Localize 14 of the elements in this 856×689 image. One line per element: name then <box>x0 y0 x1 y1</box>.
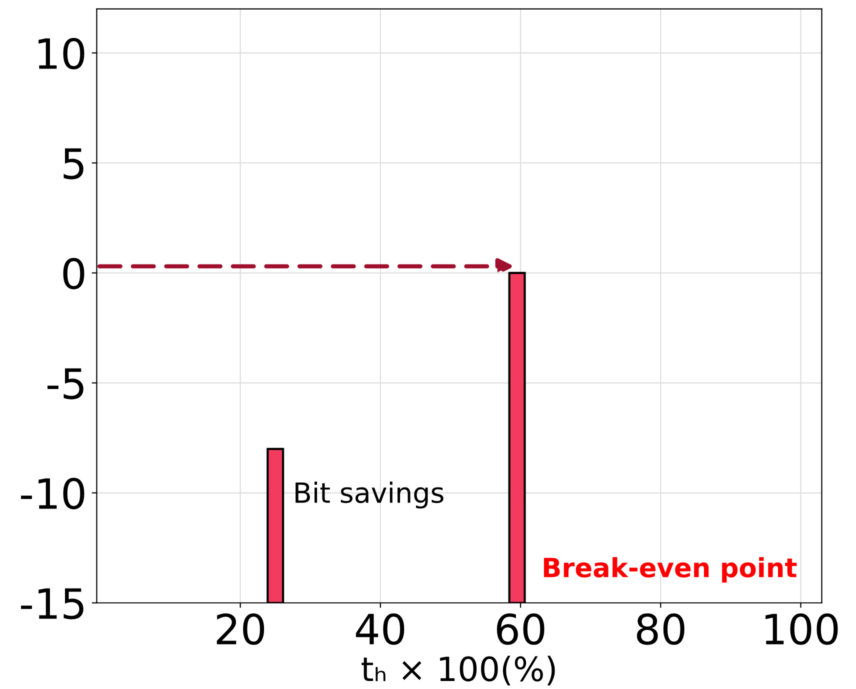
annotation: Break-even point <box>544 557 797 583</box>
x-tick-label: 100 <box>766 613 838 645</box>
y-tick-label: 10 <box>38 38 84 70</box>
y-tick-label: -10 <box>20 478 84 510</box>
x-tick-label: 40 <box>356 613 404 645</box>
x-tick-label: 80 <box>636 613 684 645</box>
x-tick-label: 60 <box>496 613 544 645</box>
y-tick-label: 5 <box>64 148 84 180</box>
y-tick-label: -15 <box>20 588 84 620</box>
x-axis-title: tₕ × 100(%) <box>362 656 555 686</box>
y-tick-label: -5 <box>48 368 84 400</box>
x-tick-label: 20 <box>216 613 264 645</box>
y-tick-label: 0 <box>63 258 84 290</box>
annotation: Bit savings <box>296 482 444 509</box>
